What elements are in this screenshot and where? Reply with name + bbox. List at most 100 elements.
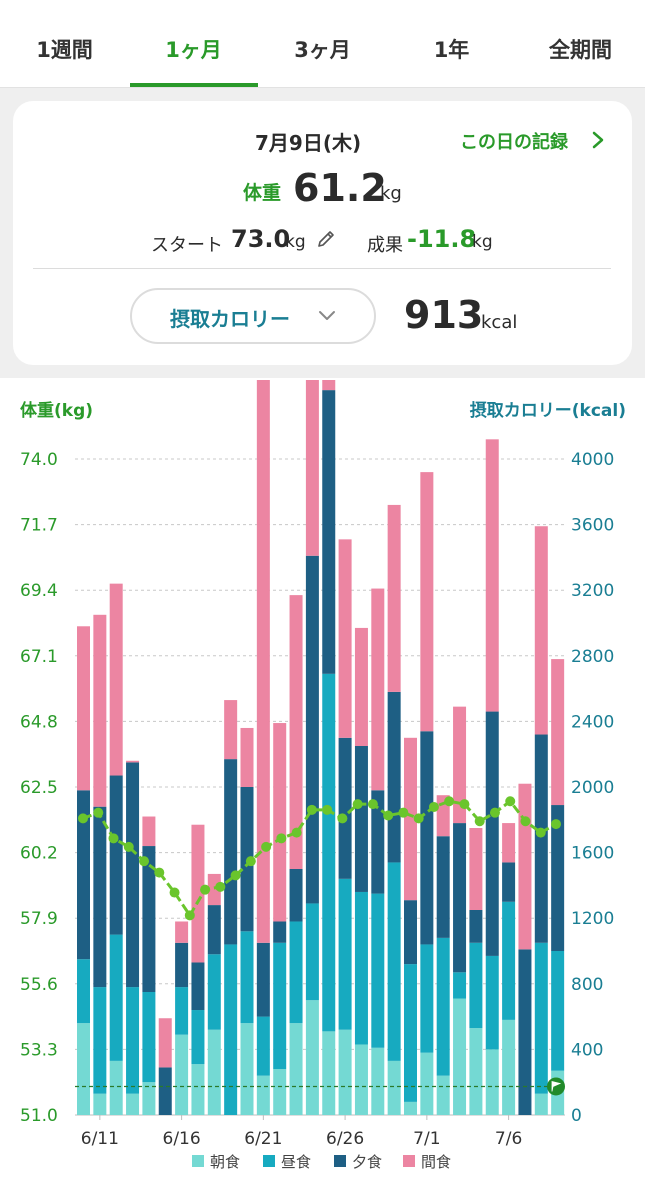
bar-segment-間食: [305, 380, 319, 556]
bar-segment-朝食: [93, 1093, 107, 1115]
weight-point: [139, 856, 150, 867]
x-tick-label: 6/21: [244, 1129, 282, 1149]
bar-segment-夕食: [289, 869, 303, 922]
bar-segment-朝食: [354, 1044, 368, 1115]
bar-segment-昼食: [273, 942, 287, 1070]
bar-segment-間食: [502, 823, 516, 863]
bar-segment-昼食: [93, 987, 107, 1094]
bar-segment-昼食: [453, 972, 467, 999]
bar-segment-間食: [142, 816, 156, 847]
tab-1-year[interactable]: 1年: [433, 38, 470, 62]
bar-segment-間食: [256, 380, 270, 943]
bar-segment-朝食: [207, 1029, 221, 1115]
bar-segment-朝食: [404, 1101, 417, 1115]
legend-label: 昼食: [281, 1153, 311, 1171]
bar-segment-夕食: [387, 691, 401, 863]
bar-segment-昼食: [469, 942, 483, 1029]
bar-segment-間食: [175, 921, 189, 943]
goal-flag-glyph: [551, 1080, 562, 1092]
pencil-icon[interactable]: [316, 229, 336, 249]
tab-1-week[interactable]: 1週間: [36, 38, 93, 62]
card-divider: [33, 268, 611, 269]
bar-segment-夕食: [158, 1067, 172, 1115]
bar-segment-朝食: [289, 1023, 303, 1115]
bar-segment-夕食: [371, 790, 385, 894]
bar-segment-間食: [273, 723, 287, 922]
weight-value: 61.2: [293, 166, 387, 210]
tab-3-months[interactable]: 3ヶ月: [294, 38, 351, 62]
tab-all-time[interactable]: 全期間: [549, 38, 612, 62]
right-tick-label: 4000: [571, 450, 614, 470]
bar-segment-夕食: [354, 746, 368, 892]
bar-segment-昼食: [126, 987, 140, 1094]
weight-point: [551, 819, 561, 830]
x-axis-ticks: 6/11 6/16 6/21 6/26 7/1 7/6: [81, 1115, 522, 1149]
chevron-down-icon: [319, 311, 335, 320]
bar-segment-間食: [322, 380, 336, 391]
bar-segment-間食: [534, 526, 548, 735]
weight-label: 体重: [243, 182, 282, 204]
metric-selector[interactable]: 摂取カロリー: [130, 288, 376, 344]
bar-segment-昼食: [371, 893, 385, 1048]
bar-segment-朝食: [191, 1064, 205, 1115]
bar-segment-朝食: [453, 998, 467, 1115]
x-tick-label: 6/26: [326, 1129, 364, 1149]
bar-segment-間食: [289, 595, 303, 869]
weight-point: [535, 827, 546, 838]
bar-segment-夕食: [420, 731, 434, 945]
bar-segment-夕食: [469, 910, 483, 943]
start-weight-unit: kg: [285, 232, 306, 252]
bar-segment-朝食: [502, 1019, 516, 1115]
x-tick-label: 6/11: [81, 1129, 119, 1149]
bar-segment-間食: [453, 706, 467, 824]
bar-segment-朝食: [273, 1069, 287, 1115]
right-tick-label: 2000: [571, 778, 614, 798]
bar-segment-間食: [551, 659, 565, 806]
weight-point: [169, 887, 180, 898]
day-record-link[interactable]: この日の記録: [460, 132, 568, 153]
bar-segment-夕食: [109, 775, 123, 935]
bar-segment-夕食: [453, 823, 467, 973]
bar-segment-朝食: [485, 1049, 499, 1115]
bar-segment-昼食: [485, 955, 499, 1050]
bar-segment-昼食: [502, 901, 516, 1020]
start-weight-value: 73.0: [231, 225, 291, 253]
bar-segment-朝食: [387, 1060, 401, 1115]
bar-segment-昼食: [109, 934, 123, 1061]
bar-segment-朝食: [77, 1023, 90, 1115]
weight-point: [154, 867, 165, 878]
left-tick-label: 67.1: [20, 647, 58, 667]
bar-segment-昼食: [224, 944, 238, 1115]
bar-segment-夕食: [502, 862, 516, 902]
bar-segment-間食: [387, 504, 401, 692]
bar-segment-間食: [158, 1018, 172, 1068]
bar-segment-朝食: [322, 1031, 336, 1115]
weight-point: [200, 884, 211, 895]
weight-point: [245, 856, 256, 867]
bar-segment-昼食: [387, 862, 401, 1061]
bar-segment-夕食: [534, 734, 548, 943]
tab-1-month[interactable]: 1ヶ月: [165, 38, 222, 62]
bar-segment-朝食: [305, 1000, 319, 1115]
bar-segment-朝食: [126, 1093, 140, 1115]
weight-point: [505, 796, 516, 807]
bar-segment-間食: [93, 614, 107, 807]
bar-segment-朝食: [338, 1029, 352, 1115]
bar-segment-間食: [485, 439, 499, 712]
bar-segment-夕食: [404, 900, 417, 965]
bar-segment-夕食: [273, 921, 287, 943]
legend-label: 朝食: [210, 1153, 240, 1171]
chevron-right-icon[interactable]: [591, 131, 605, 149]
bar-segment-朝食: [256, 1075, 270, 1115]
active-tab-indicator: [130, 83, 258, 87]
left-tick-label: 69.4: [20, 581, 58, 601]
weight-point: [398, 807, 409, 818]
right-tick-label: 1200: [571, 909, 614, 929]
weight-point: [383, 810, 394, 821]
weight-point: [322, 804, 333, 815]
right-tick-label: 400: [571, 1040, 603, 1060]
bar-segment-夕食: [77, 790, 90, 960]
gridlines: [75, 458, 565, 1116]
bar-segment-間食: [518, 783, 532, 950]
